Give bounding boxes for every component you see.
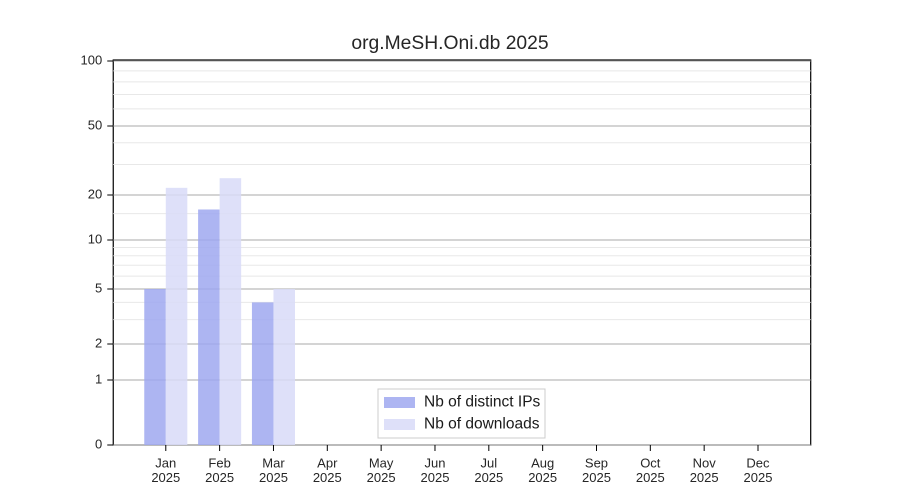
- svg-text:2025: 2025: [205, 470, 234, 485]
- svg-text:2: 2: [95, 335, 102, 350]
- svg-text:0: 0: [95, 436, 102, 451]
- svg-text:Jan: Jan: [155, 456, 176, 471]
- svg-text:Dec: Dec: [746, 456, 770, 471]
- svg-text:20: 20: [88, 186, 102, 201]
- svg-text:2025: 2025: [367, 470, 396, 485]
- svg-text:1: 1: [95, 371, 102, 386]
- svg-text:Feb: Feb: [208, 456, 230, 471]
- svg-text:2025: 2025: [582, 470, 611, 485]
- svg-text:Nov: Nov: [693, 456, 717, 471]
- svg-text:2025: 2025: [690, 470, 719, 485]
- svg-text:Jun: Jun: [424, 456, 445, 471]
- svg-text:Aug: Aug: [531, 456, 554, 471]
- svg-text:Mar: Mar: [262, 456, 285, 471]
- svg-text:Sep: Sep: [585, 456, 608, 471]
- svg-text:2025: 2025: [636, 470, 665, 485]
- svg-text:2025: 2025: [474, 470, 503, 485]
- svg-text:org.MeSH.Oni.db 2025: org.MeSH.Oni.db 2025: [351, 33, 548, 54]
- svg-text:2025: 2025: [421, 470, 450, 485]
- svg-text:2025: 2025: [259, 470, 288, 485]
- svg-text:Oct: Oct: [640, 456, 661, 471]
- svg-text:Nb of downloads: Nb of downloads: [424, 416, 540, 433]
- svg-text:2025: 2025: [151, 470, 180, 485]
- svg-text:Nb of distinct IPs: Nb of distinct IPs: [424, 394, 541, 411]
- svg-text:Apr: Apr: [317, 456, 338, 471]
- svg-text:10: 10: [88, 231, 102, 246]
- svg-text:2025: 2025: [744, 470, 773, 485]
- svg-text:2025: 2025: [313, 470, 342, 485]
- svg-text:50: 50: [88, 117, 102, 132]
- svg-text:100: 100: [81, 52, 103, 67]
- svg-text:May: May: [369, 456, 394, 471]
- svg-text:5: 5: [95, 280, 102, 295]
- svg-text:2025: 2025: [528, 470, 557, 485]
- svg-text:Jul: Jul: [480, 456, 497, 471]
